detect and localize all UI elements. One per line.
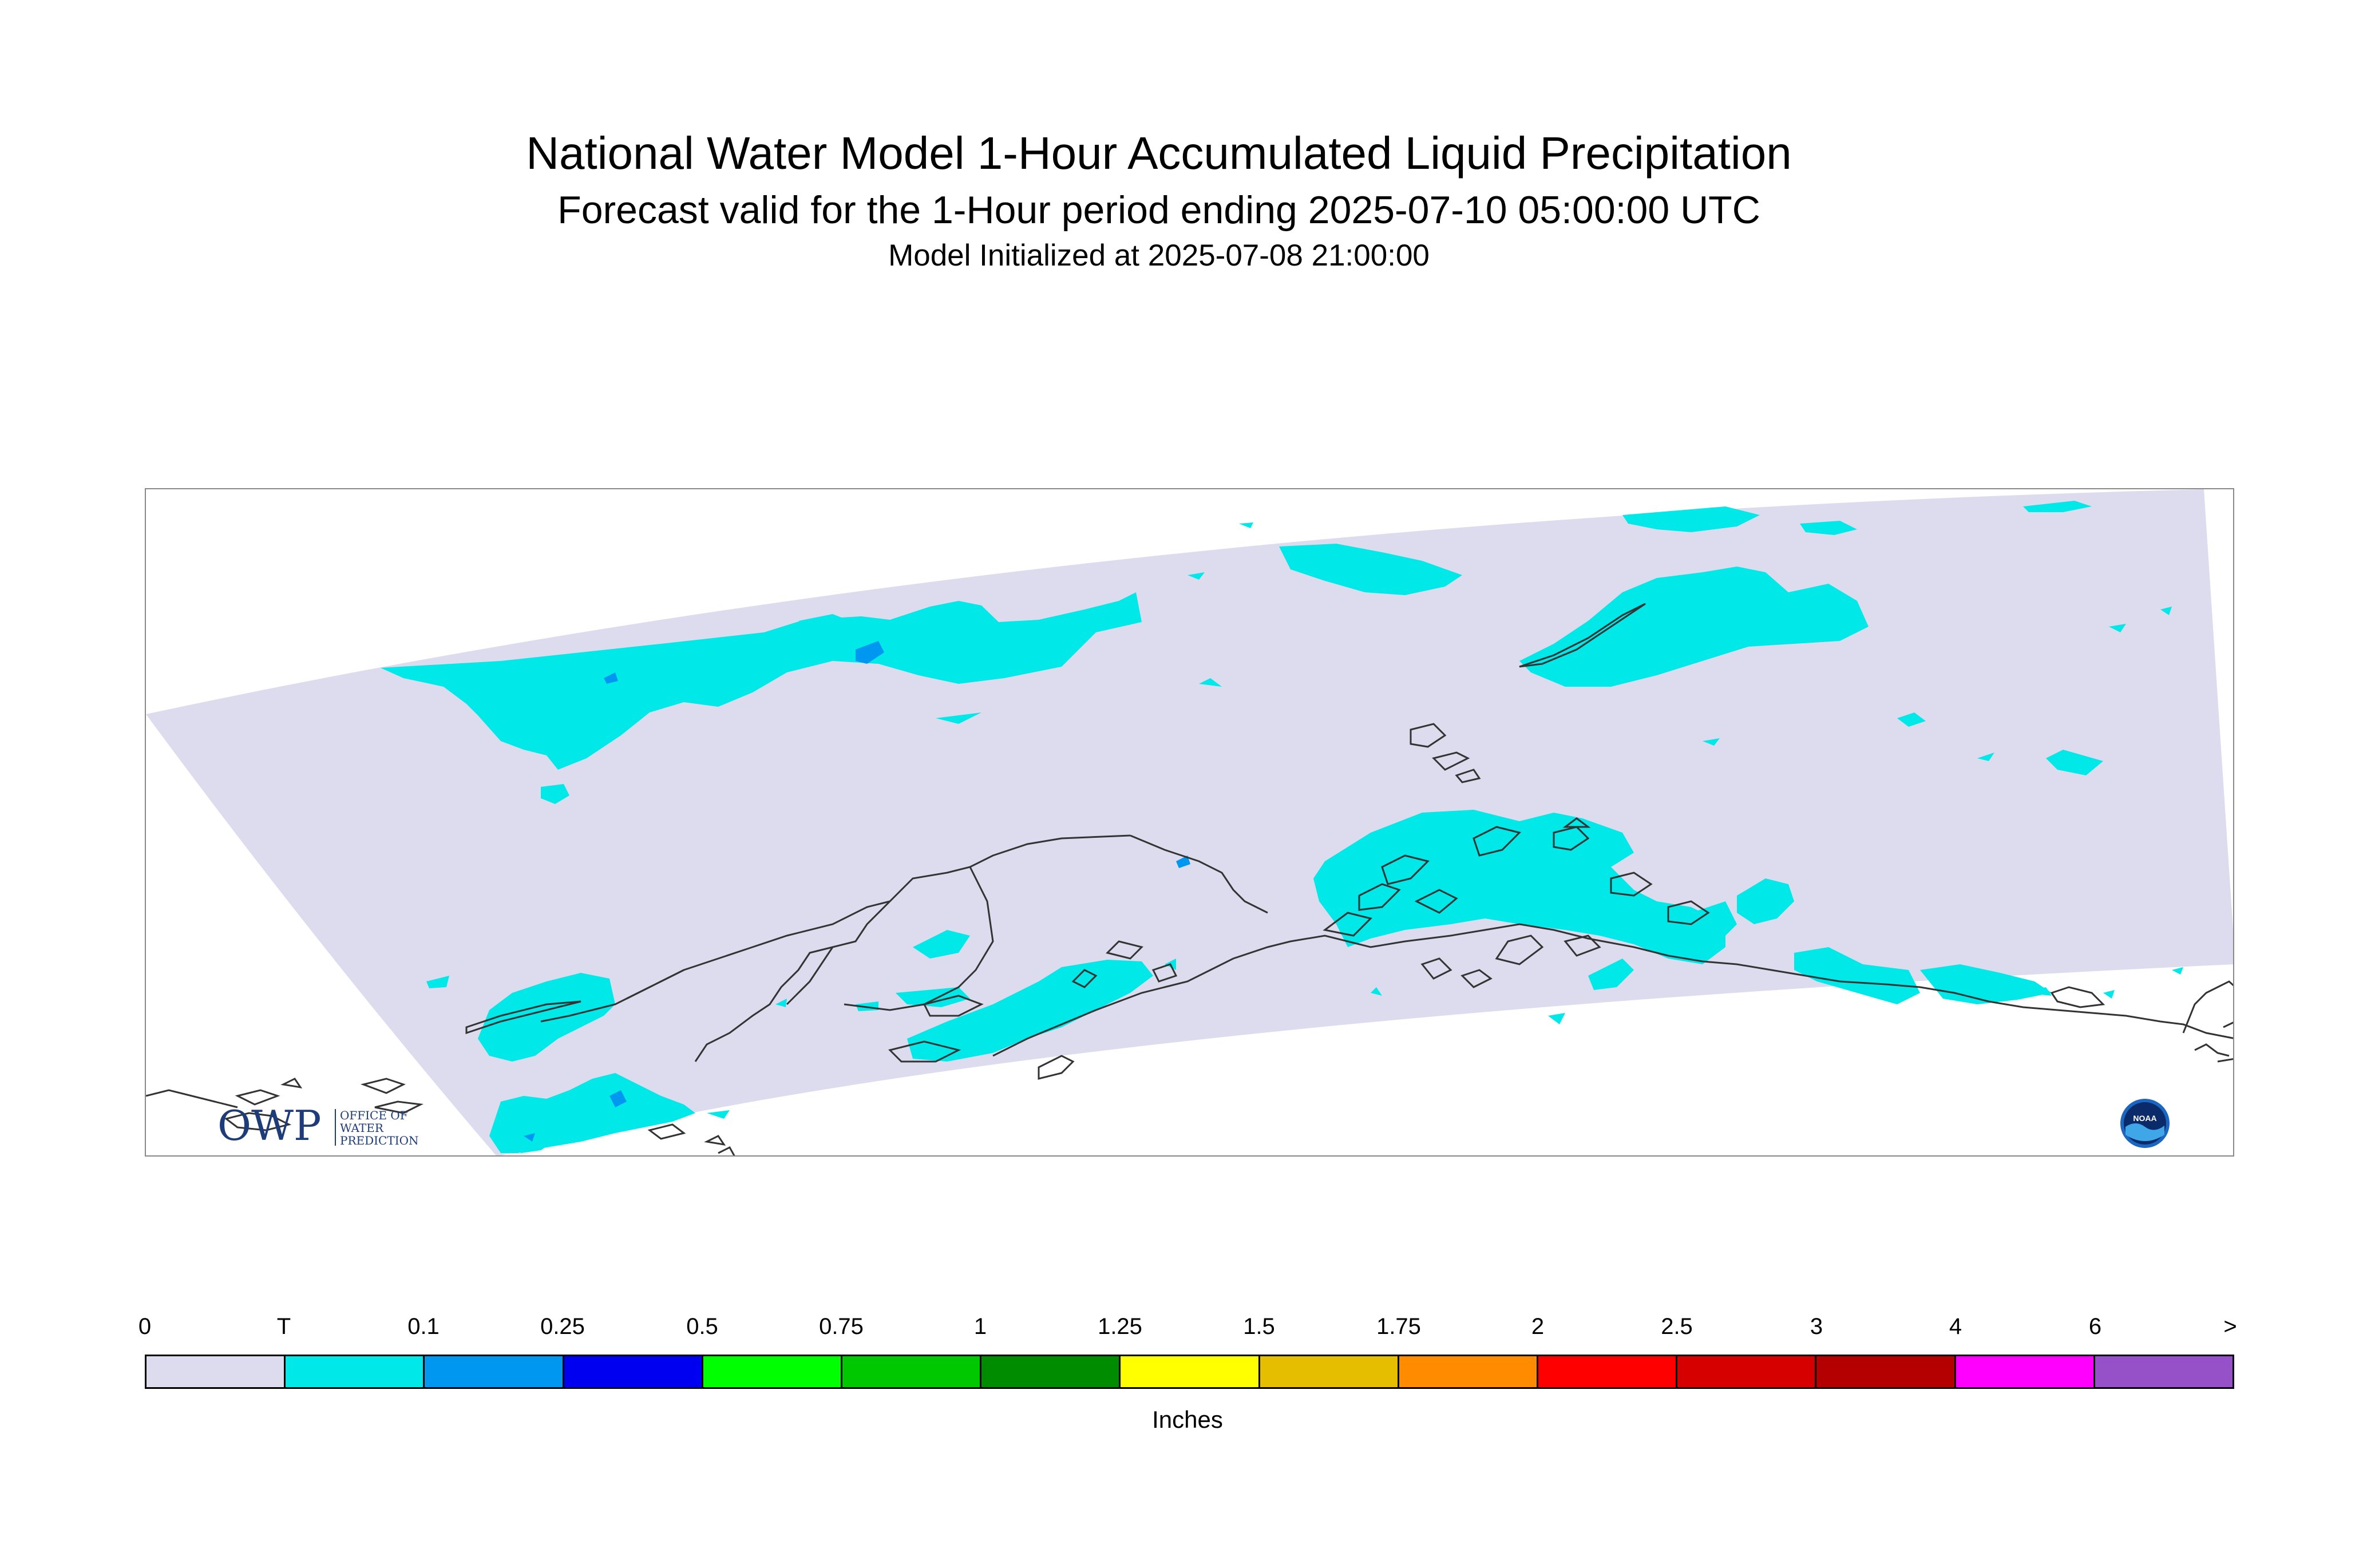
map-canvas bbox=[146, 489, 2233, 1155]
colorbar-cell-0 bbox=[147, 1356, 286, 1387]
colorbar-tick-11: 2.5 bbox=[1661, 1314, 1693, 1339]
coastlines bbox=[146, 603, 2233, 1155]
colorbar-tick-0: 0 bbox=[138, 1314, 152, 1339]
colorbar-tick-1: T bbox=[276, 1314, 291, 1339]
colorbar bbox=[145, 1355, 2234, 1389]
precip-trace-areas bbox=[381, 501, 2183, 1153]
colorbar-cell-8 bbox=[1260, 1356, 1399, 1387]
colorbar-tick-9: 1.75 bbox=[1376, 1314, 1421, 1339]
colorbar-cell-6 bbox=[981, 1356, 1121, 1387]
colorbar-cell-7 bbox=[1121, 1356, 1260, 1387]
colorbar-tick-2: 0.1 bbox=[407, 1314, 440, 1339]
colorbar-tick-3: 0.25 bbox=[540, 1314, 585, 1339]
map-title: National Water Model 1-Hour Accumulated … bbox=[526, 128, 1792, 179]
colorbar-tick-7: 1.25 bbox=[1098, 1314, 1142, 1339]
owp-logo: OWP OFFICE OF WATER PREDICTION bbox=[217, 1104, 419, 1150]
colorbar-tick-4: 0.5 bbox=[686, 1314, 718, 1339]
colorbar-cell-2 bbox=[425, 1356, 564, 1387]
colorbar-cell-1 bbox=[286, 1356, 425, 1387]
colorbar-tick-14: 6 bbox=[2088, 1314, 2102, 1339]
colorbar-tick-12: 3 bbox=[1810, 1314, 1823, 1339]
owp-text-line1: OFFICE OF bbox=[340, 1108, 408, 1122]
colorbar-tick-8: 1.5 bbox=[1243, 1314, 1275, 1339]
precipitation-map: OWP OFFICE OF WATER PREDICTION NOAA bbox=[145, 488, 2234, 1157]
colorbar-cell-5 bbox=[842, 1356, 982, 1387]
colorbar-tick-10: 2 bbox=[1531, 1314, 1545, 1339]
noaa-logo: NOAA bbox=[2120, 1099, 2170, 1148]
colorbar-cell-10 bbox=[1538, 1356, 1678, 1387]
model-domain bbox=[146, 489, 2233, 1155]
colorbar-cell-9 bbox=[1399, 1356, 1539, 1387]
precip-light-blue-areas bbox=[524, 641, 1190, 1142]
colorbar-tick-5: 0.75 bbox=[819, 1314, 864, 1339]
colorbar-tick-15: > bbox=[2223, 1314, 2237, 1339]
colorbar-unit-label: Inches bbox=[1152, 1406, 1223, 1433]
owp-text-line3: PREDICTION bbox=[340, 1134, 419, 1147]
colorbar-cell-3 bbox=[564, 1356, 703, 1387]
colorbar-tick-6: 1 bbox=[973, 1314, 987, 1339]
colorbar-cell-11 bbox=[1677, 1356, 1817, 1387]
colorbar-cell-4 bbox=[703, 1356, 843, 1387]
noaa-text: NOAA bbox=[2133, 1114, 2156, 1123]
owp-letters: OWP bbox=[217, 1104, 321, 1150]
model-init-line: Model Initialized at 2025-07-08 21:00:00 bbox=[888, 239, 1430, 272]
colorbar-cell-13 bbox=[1956, 1356, 2095, 1387]
owp-text-line2: WATER bbox=[340, 1121, 384, 1135]
colorbar-cell-12 bbox=[1816, 1356, 1956, 1387]
colorbar-tick-13: 4 bbox=[1949, 1314, 1962, 1339]
colorbar-cell-14 bbox=[2095, 1356, 2233, 1387]
forecast-valid-subtitle: Forecast valid for the 1-Hour period end… bbox=[557, 188, 1760, 232]
